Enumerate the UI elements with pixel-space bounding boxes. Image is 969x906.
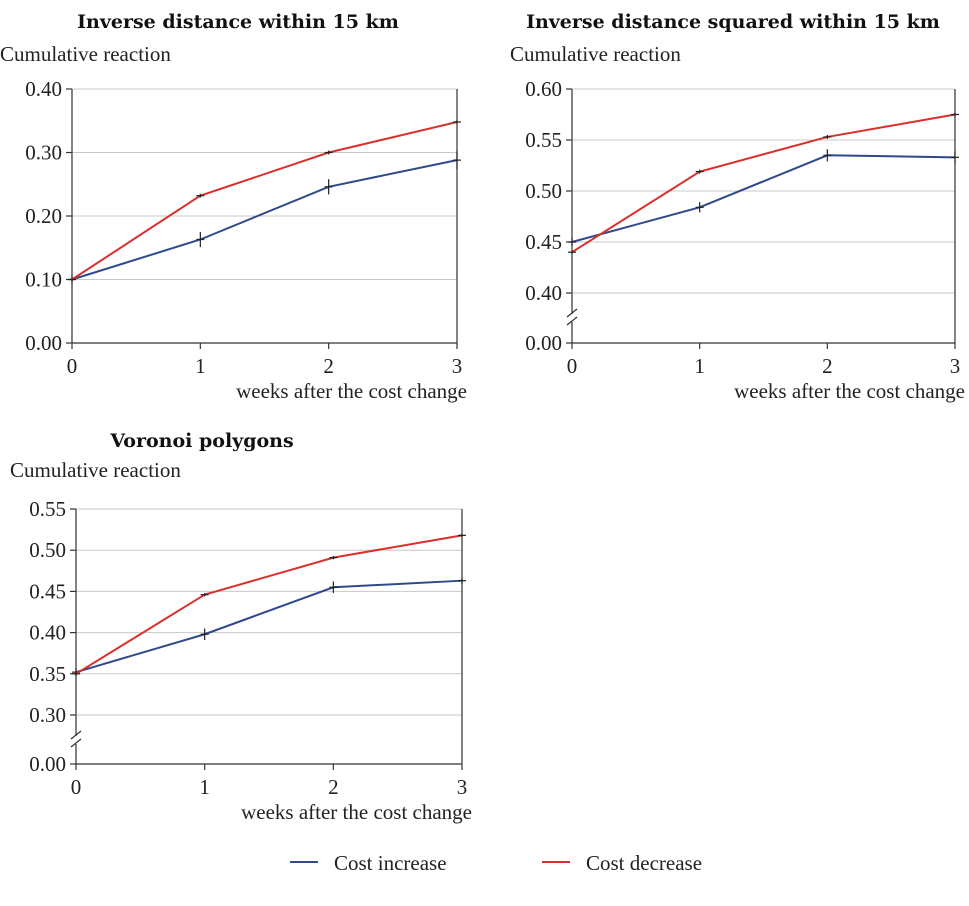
x-tick-label: 3 <box>452 354 463 378</box>
x-tick-label: 3 <box>950 354 961 378</box>
x-tick-label: 3 <box>457 775 468 799</box>
axis-break-mark <box>566 308 578 318</box>
x-axis-label: weeks after the cost change <box>734 379 965 403</box>
x-tick-label: 2 <box>822 354 833 378</box>
series-line-cost-increase <box>571 154 956 243</box>
series-line-cost-decrease <box>71 121 458 281</box>
series-line-cost-increase <box>75 579 463 674</box>
axis-break-gap <box>567 314 577 322</box>
series-line-cost-decrease <box>571 113 956 254</box>
y-tick-label: 0.00 <box>29 752 66 776</box>
y-axis-label: Cumulative reaction <box>10 458 181 482</box>
y-axis-label: Cumulative reaction <box>510 42 681 66</box>
y-tick-label: 0.30 <box>29 703 66 727</box>
y-tick-label: 0.55 <box>29 497 66 521</box>
x-tick-label: 1 <box>694 354 705 378</box>
chart-panel-2: Inverse distance squared within 15 km Cum… <box>510 11 965 403</box>
x-tick-label: 0 <box>567 354 578 378</box>
y-tick-label: 0.55 <box>525 128 562 152</box>
y-tick-label: 0.45 <box>29 579 66 603</box>
legend: Cost increase Cost decrease <box>290 851 702 875</box>
y-tick-label: 0.20 <box>25 204 62 228</box>
x-tick-label: 1 <box>199 775 210 799</box>
chart-title: Inverse distance squared within 15 km <box>526 11 940 33</box>
y-tick-label: 0.50 <box>29 538 66 562</box>
y-tick-label: 0.40 <box>25 77 62 101</box>
x-tick-label: 0 <box>67 354 78 378</box>
chart-panel-1: Inverse distance within 15 km Cumulative … <box>0 11 467 403</box>
y-tick-label: 0.60 <box>525 77 562 101</box>
x-tick-label: 0 <box>71 775 82 799</box>
axis-break-mark <box>70 738 82 748</box>
y-tick-label: 0.30 <box>25 141 62 165</box>
chart-title: Inverse distance within 15 km <box>77 11 399 33</box>
y-tick-label: 0.10 <box>25 268 62 292</box>
x-tick-label: 2 <box>328 775 339 799</box>
x-tick-label: 2 <box>323 354 334 378</box>
legend-label-cost-decrease: Cost decrease <box>586 851 702 875</box>
y-tick-label: 0.45 <box>525 230 562 254</box>
y-tick-label: 0.00 <box>525 331 562 355</box>
x-axis-label: weeks after the cost change <box>241 800 472 824</box>
y-tick-label: 0.40 <box>29 621 66 645</box>
y-axis-label: Cumulative reaction <box>0 42 171 66</box>
axis-break-mark <box>70 730 82 740</box>
series-line-cost-increase <box>71 159 458 281</box>
y-tick-label: 0.50 <box>525 179 562 203</box>
legend-label-cost-increase: Cost increase <box>334 851 447 875</box>
x-tick-label: 1 <box>195 354 206 378</box>
x-axis-label: weeks after the cost change <box>236 379 467 403</box>
series-line-cost-decrease <box>75 534 463 675</box>
y-tick-label: 0.35 <box>29 662 66 686</box>
axis-break-gap <box>71 736 81 744</box>
axis-break-mark <box>566 316 578 326</box>
y-tick-label: 0.40 <box>525 281 562 305</box>
chart-title: Voronoi polygons <box>109 430 293 452</box>
y-tick-label: 0.00 <box>25 331 62 355</box>
